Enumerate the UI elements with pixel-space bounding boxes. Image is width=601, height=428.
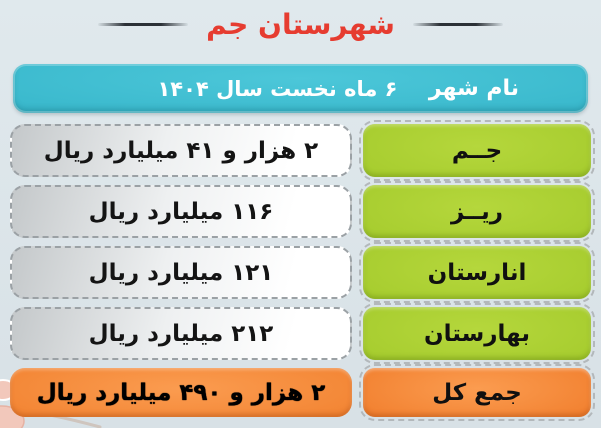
value-box-jam: ۲ هزار و ۴۱ میلیارد ریال	[10, 124, 352, 177]
header-city-name-label: نام شهر	[428, 76, 520, 101]
page-title-row: شهرستان جم	[0, 8, 601, 42]
table-body: جــم ۲ هزار و ۴۱ میلیارد ریال ریــز ۱۱۶ …	[10, 120, 595, 421]
table-row: ریــز ۱۱۶ میلیارد ریال	[10, 181, 595, 242]
table-row: انارستان ۱۲۱ میلیارد ریال	[10, 242, 595, 303]
header-period-label: ۶ ماه نخست سال ۱۴۰۴	[157, 76, 398, 101]
title-divider-line-right	[412, 23, 503, 27]
table-row: بهارستان ۲۱۲ میلیارد ریال	[10, 303, 595, 364]
table-row-total: جمع کل ۲ هزار و ۴۹۰ میلیارد ریال	[10, 364, 595, 421]
value-box-riz: ۱۱۶ میلیارد ریال	[10, 185, 352, 238]
value-box-anarestan: ۱۲۱ میلیارد ریال	[10, 246, 352, 299]
value-box-baharestan: ۲۱۲ میلیارد ریال	[10, 307, 352, 360]
table-header-bar: نام شهر ۶ ماه نخست سال ۱۴۰۴	[13, 64, 588, 113]
total-label-button: جمع کل	[359, 364, 595, 421]
total-value-box: ۲ هزار و ۴۹۰ میلیارد ریال	[10, 368, 352, 417]
city-button-riz: ریــز	[359, 181, 595, 242]
city-button-anarestan: انارستان	[359, 242, 595, 303]
city-button-jam: جــم	[359, 120, 595, 181]
city-button-baharestan: بهارستان	[359, 303, 595, 364]
page-title: شهرستان جم	[206, 8, 395, 41]
title-divider-line-left	[98, 23, 189, 27]
table-row: جــم ۲ هزار و ۴۱ میلیارد ریال	[10, 120, 595, 181]
